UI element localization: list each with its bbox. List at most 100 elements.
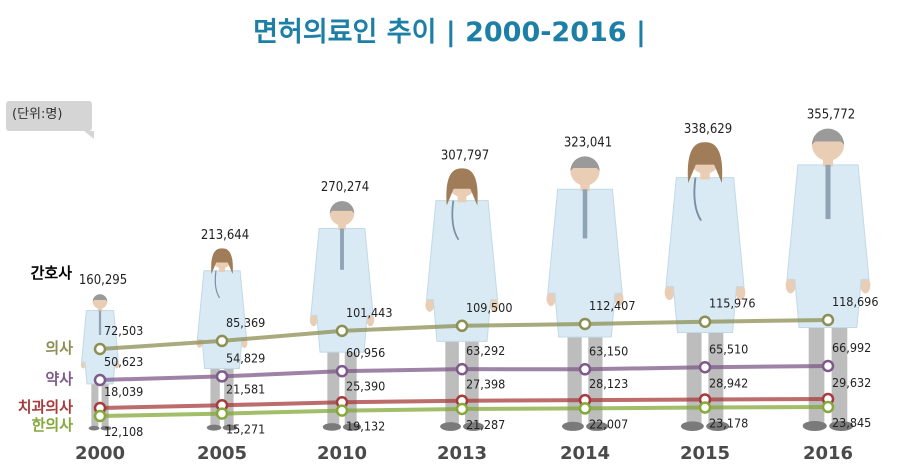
figure-hand bbox=[735, 284, 746, 300]
figure-shoe bbox=[680, 421, 704, 431]
unit-label: (단위:명) bbox=[6, 101, 92, 131]
figure-coat bbox=[425, 200, 499, 342]
figure-shoe bbox=[440, 422, 461, 431]
x-tick-label: 2015 bbox=[680, 443, 730, 464]
figure-2016 bbox=[785, 128, 871, 432]
data-point bbox=[578, 402, 592, 415]
data-label: 118,696 bbox=[832, 294, 879, 309]
figure-stethoscope bbox=[214, 270, 221, 299]
figure-shoe bbox=[802, 420, 827, 432]
figure-hand bbox=[546, 291, 556, 306]
series-name-2: 약사 bbox=[45, 370, 73, 388]
figure-tie bbox=[582, 189, 588, 239]
series-name-3: 치과의사 bbox=[18, 398, 73, 416]
data-point bbox=[578, 363, 592, 376]
figure-neck bbox=[580, 183, 590, 192]
series-name-0: 간호사 bbox=[31, 264, 73, 282]
figure-shoe bbox=[322, 423, 342, 431]
data-label: 115,976 bbox=[709, 296, 756, 311]
data-point bbox=[698, 315, 712, 328]
chart-title: 면허의료인 추이 | 2000-2016 | bbox=[253, 17, 646, 48]
data-point bbox=[698, 361, 712, 374]
figure-shoe bbox=[100, 425, 112, 431]
figure-hand bbox=[860, 277, 871, 294]
data-label: 28,123 bbox=[589, 376, 628, 391]
figure-coat bbox=[310, 228, 374, 353]
figure-2010 bbox=[309, 201, 375, 431]
figure-leg bbox=[101, 372, 109, 428]
data-label: 15,271 bbox=[226, 422, 265, 437]
figure-hand bbox=[309, 314, 318, 327]
series-name-4: 한의사 bbox=[32, 416, 74, 434]
figure-hair bbox=[211, 248, 233, 275]
data-label: 160,295 bbox=[79, 273, 127, 288]
series-name-1: 의사 bbox=[45, 339, 73, 357]
figure-leg bbox=[210, 353, 220, 427]
figure-shoe bbox=[206, 424, 222, 431]
data-point bbox=[821, 359, 835, 373]
figure-shoe bbox=[706, 421, 730, 431]
figure-stethoscope bbox=[693, 177, 702, 222]
figure-coat bbox=[547, 188, 623, 338]
data-label: 270,274 bbox=[321, 180, 369, 195]
data-label: 323,041 bbox=[564, 135, 612, 150]
figure-2013 bbox=[425, 168, 499, 431]
data-point bbox=[93, 373, 107, 387]
data-label: 65,510 bbox=[709, 341, 748, 356]
data-point bbox=[215, 334, 229, 348]
x-tick-label: 2014 bbox=[560, 443, 610, 464]
figure-tie bbox=[825, 164, 831, 220]
figure-hair bbox=[446, 168, 478, 206]
data-label: 23,178 bbox=[709, 416, 748, 431]
data-label: 307,797 bbox=[441, 148, 489, 163]
data-point bbox=[455, 362, 469, 376]
figure-hair bbox=[811, 128, 845, 145]
figure-neck bbox=[97, 307, 103, 312]
figure-neck bbox=[700, 171, 710, 180]
x-tick-label: 2013 bbox=[437, 443, 487, 464]
figure-shoe bbox=[829, 420, 854, 432]
data-label: 12,108 bbox=[104, 424, 143, 439]
data-point bbox=[821, 400, 835, 414]
data-point bbox=[578, 317, 592, 331]
x-tick-label: 2016 bbox=[803, 443, 853, 464]
data-label: 23,845 bbox=[832, 415, 871, 430]
data-label: 355,772 bbox=[807, 108, 855, 123]
data-label: 29,632 bbox=[832, 375, 871, 390]
figure-hair bbox=[570, 156, 600, 171]
figure-stethoscope bbox=[451, 200, 460, 241]
figure-shoe bbox=[463, 422, 484, 431]
data-label: 112,407 bbox=[589, 298, 636, 313]
data-point bbox=[698, 401, 712, 414]
data-point bbox=[335, 404, 349, 417]
figure-hand bbox=[664, 284, 675, 300]
figure-hand bbox=[80, 361, 86, 369]
figure-hand bbox=[366, 314, 375, 327]
data-point bbox=[215, 370, 229, 383]
data-label: 18,039 bbox=[104, 384, 143, 399]
figure-neck bbox=[822, 158, 834, 167]
figure-leg bbox=[344, 333, 357, 426]
unit-label-tail bbox=[84, 131, 94, 139]
figure-hand bbox=[785, 277, 796, 294]
data-label: 85,369 bbox=[226, 315, 265, 330]
data-point bbox=[455, 402, 469, 416]
data-label: 213,644 bbox=[201, 228, 249, 243]
data-label: 72,503 bbox=[104, 323, 143, 338]
figure-coat bbox=[665, 177, 745, 333]
data-point bbox=[455, 319, 469, 333]
data-point bbox=[335, 364, 349, 378]
data-label: 28,942 bbox=[709, 376, 748, 391]
figure-leg bbox=[91, 372, 99, 428]
figure-hair bbox=[92, 294, 108, 302]
data-label: 63,292 bbox=[466, 343, 505, 358]
data-label: 66,992 bbox=[832, 340, 871, 355]
figure-hand bbox=[114, 361, 120, 369]
figure-tie bbox=[340, 228, 344, 270]
data-label: 27,398 bbox=[466, 377, 505, 392]
x-tick-label: 2005 bbox=[197, 443, 247, 464]
figure-2005 bbox=[196, 248, 248, 431]
figure-leg bbox=[831, 303, 848, 424]
data-label: 338,629 bbox=[684, 122, 732, 137]
